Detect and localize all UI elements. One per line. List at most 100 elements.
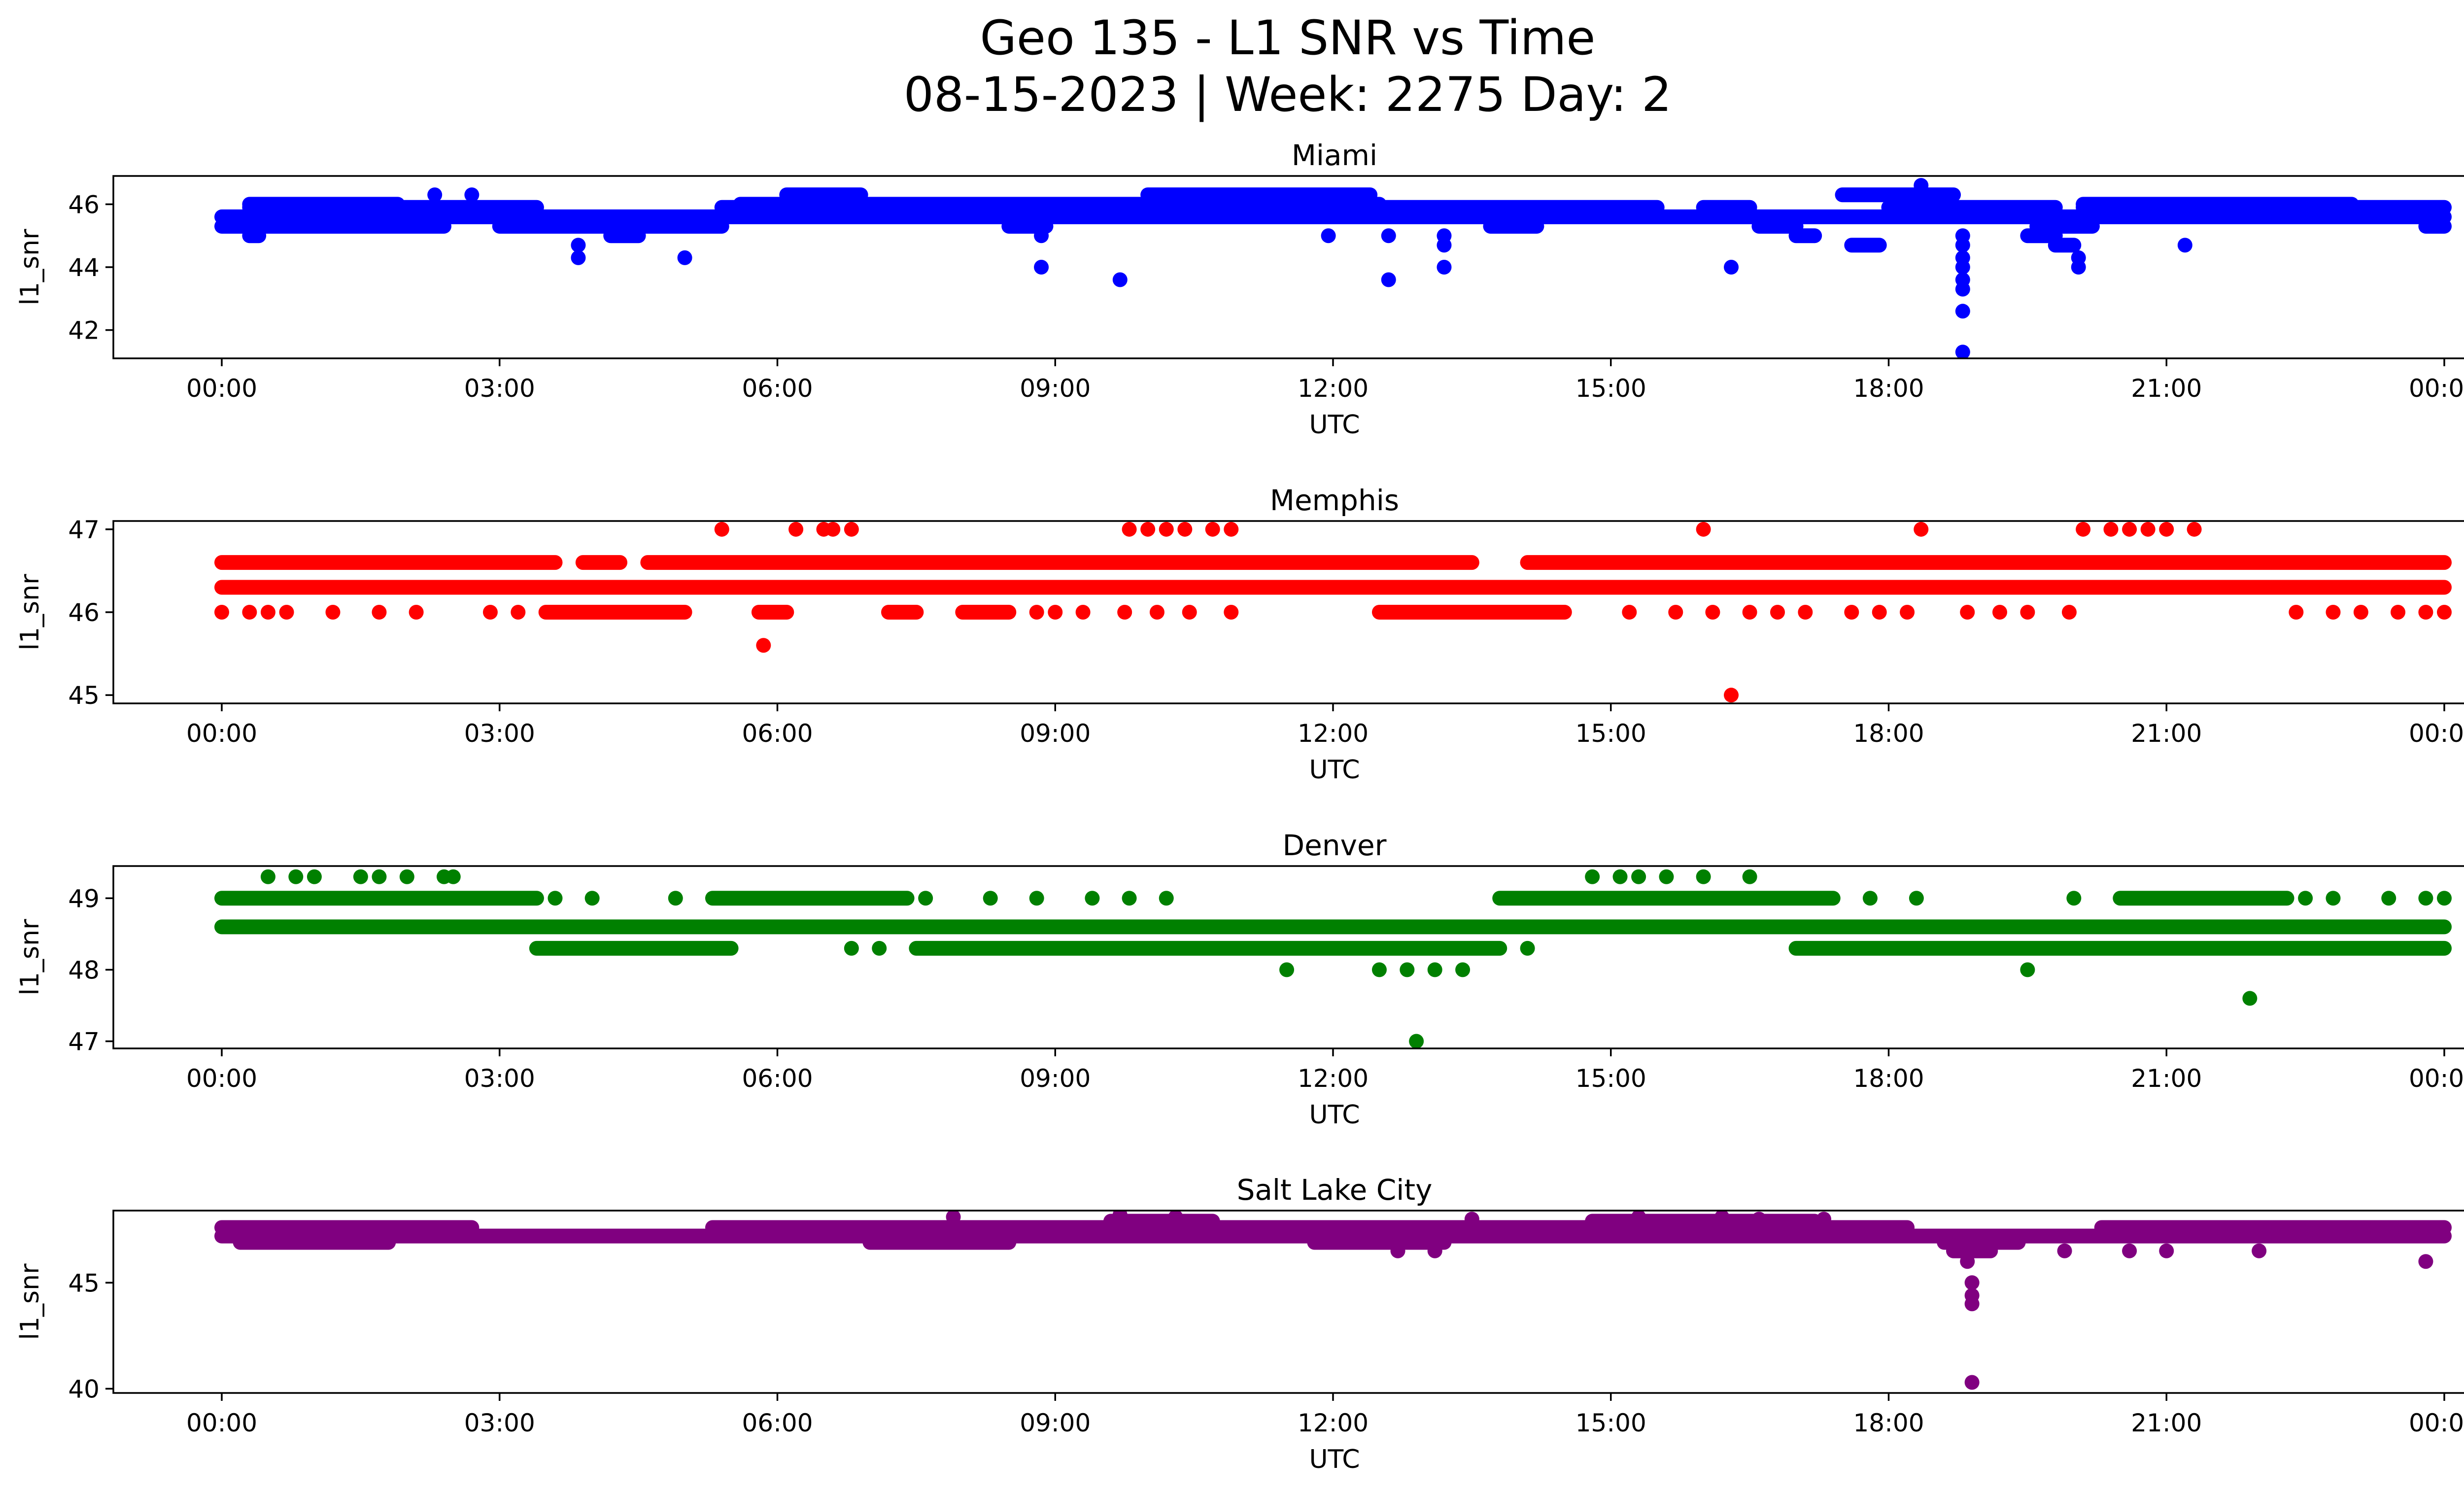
x-tick-label: 21:00 [2131, 374, 2202, 403]
data-point [1224, 605, 1239, 620]
data-point [1714, 1211, 1730, 1224]
x-tick-label: 12:00 [1298, 719, 1369, 748]
data-point [1048, 605, 1063, 620]
data-point [1751, 1212, 1767, 1227]
y-tick-label: 48 [68, 956, 100, 984]
data-point [482, 605, 498, 620]
data-point [1914, 178, 1929, 193]
data-point [1455, 962, 1471, 977]
data-point [788, 522, 804, 537]
data-point [1964, 1296, 1980, 1312]
x-tick-label: 21:00 [2131, 1409, 2202, 1437]
x-tick-label: 00:00 [186, 374, 257, 403]
y-tick-label: 47 [68, 1027, 100, 1056]
data-marks [214, 869, 2452, 1048]
data-point [1390, 1243, 1405, 1258]
data-point [409, 605, 424, 620]
data-point [1960, 1254, 1975, 1269]
y-axis-label: l1_snr [15, 919, 45, 996]
data-point [1437, 260, 1452, 275]
data-point [756, 638, 771, 653]
x-tick-label: 09:00 [1020, 374, 1091, 403]
data-point [2140, 522, 2156, 537]
data-point [1585, 869, 1600, 884]
data-point [1034, 260, 1049, 275]
data-point [325, 605, 341, 620]
y-tick-label: 45 [68, 681, 100, 710]
data-point [1696, 869, 1711, 884]
data-point [307, 869, 322, 884]
figure-title-line2: 08-15-2023 | Week: 2275 Day: 2 [904, 67, 1672, 123]
data-point [270, 1235, 285, 1250]
data-point [1112, 272, 1128, 287]
data-point [260, 869, 275, 884]
data-point [1205, 522, 1220, 537]
y-tick-label: 46 [68, 598, 100, 627]
panel-memphis: Memphis 00:00 03:00 06:00 09:00 12:00 15:00 18:… [15, 484, 2464, 785]
data-point [2298, 891, 2313, 906]
data-point [668, 891, 683, 906]
data-point [2437, 891, 2452, 906]
data-point [2061, 605, 2077, 620]
data-point [844, 940, 859, 956]
x-axis-label: UTC [1309, 1445, 1360, 1474]
x-tick-label: 09:00 [1020, 1064, 1091, 1093]
data-point [1724, 688, 1739, 703]
data-point [1371, 962, 1387, 977]
data-marks [214, 178, 2452, 358]
panel-title: Memphis [1270, 484, 1399, 517]
data-point [1900, 605, 1915, 620]
data-point [1964, 1275, 1980, 1290]
x-tick-label: 03:00 [464, 719, 535, 748]
x-tick-label: 00:00 [186, 719, 257, 748]
y-tick-label: 49 [68, 884, 100, 913]
y-axis-label: l1_snr [15, 229, 45, 306]
subplots: Miami 00:00 03:00 06:00 09:00 12:00 15:00 18:00… [15, 139, 2464, 1474]
data-point [1696, 522, 1711, 537]
x-tick-label: 00:00 [186, 1409, 257, 1437]
x-tick-label: 15:00 [1575, 1064, 1646, 1093]
data-point [825, 522, 841, 537]
data-point [1909, 891, 1924, 906]
data-point [1034, 228, 1049, 243]
data-point [511, 605, 526, 620]
data-point [1770, 605, 1785, 620]
data-point [1862, 891, 1878, 906]
x-tick-label: 18:00 [1853, 1064, 1924, 1093]
data-point [2418, 1254, 2433, 1269]
data-point [1029, 605, 1044, 620]
data-point [2159, 1243, 2174, 1258]
x-tick-label: 12:00 [1298, 1064, 1369, 1093]
x-tick-label: 18:00 [1853, 1409, 1924, 1437]
data-point [714, 522, 729, 537]
data-point [288, 869, 304, 884]
data-point [2020, 962, 2035, 977]
data-point [1122, 522, 1137, 537]
x-tick-label: 06:00 [742, 719, 813, 748]
data-point [677, 250, 692, 265]
data-point [1631, 1211, 1646, 1224]
panel-title: Salt Lake City [1237, 1173, 1433, 1207]
x-axis-label: UTC [1309, 410, 1360, 440]
panel-miami: Miami 00:00 03:00 06:00 09:00 12:00 15:00 18:00… [15, 139, 2464, 440]
panel-title: Miami [1292, 139, 1377, 172]
x-tick-label: 18:00 [1853, 719, 1924, 748]
data-point [1798, 605, 1813, 620]
data-marks [214, 1211, 2452, 1390]
data-point [214, 605, 229, 620]
data-point [1724, 260, 1739, 275]
y-axis-label: l1_snr [15, 574, 45, 651]
y-tick-label: 45 [68, 1269, 100, 1297]
data-point [2437, 605, 2452, 620]
data-point [1321, 228, 1336, 243]
data-point [242, 605, 257, 620]
data-point [353, 869, 368, 884]
data-point [2381, 891, 2396, 906]
data-point [1955, 238, 1970, 253]
data-point [325, 1235, 341, 1250]
data-point [2076, 522, 2091, 537]
data-point [1622, 605, 1637, 620]
x-axis-label: UTC [1309, 755, 1360, 785]
data-point [2242, 991, 2258, 1006]
